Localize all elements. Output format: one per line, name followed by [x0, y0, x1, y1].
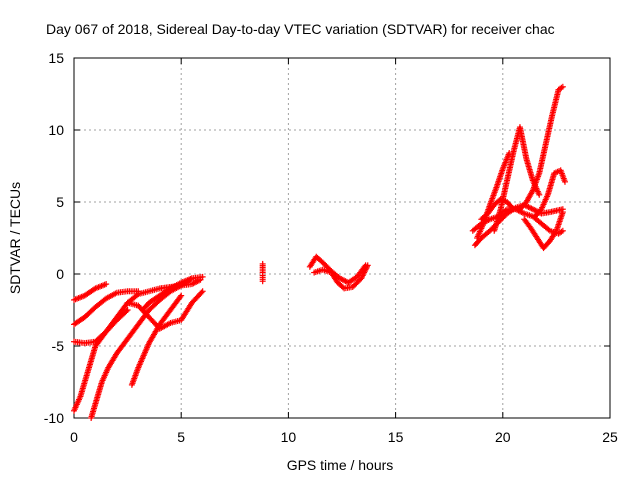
data-point [113, 288, 129, 296]
data-point [113, 301, 130, 321]
data-series-arc-11 [311, 262, 371, 292]
x-tick-label: 25 [602, 429, 618, 445]
data-point [81, 305, 98, 321]
data-point [523, 188, 536, 205]
data-series-arc-19 [478, 196, 517, 223]
data-series-arc-1 [71, 281, 110, 303]
data-series-arc-6 [128, 292, 185, 388]
data-point [553, 210, 566, 234]
x-tick-label: 5 [177, 429, 185, 445]
data-point [92, 380, 105, 407]
data-point [559, 227, 566, 234]
x-tick-label: 10 [281, 429, 297, 445]
data-point [167, 293, 184, 313]
data-point [497, 196, 509, 205]
x-tick-label: 0 [70, 429, 78, 445]
data-point [81, 286, 98, 299]
data-point [523, 155, 536, 182]
data-point [493, 167, 506, 191]
x-tick-label: 15 [388, 429, 404, 445]
y-axis-label: SDTVAR / TECUs [7, 182, 23, 294]
data-point [71, 293, 87, 303]
y-tick-label: 5 [56, 194, 64, 210]
data-series-arc-8 [139, 273, 206, 313]
y-tick-label: 15 [48, 50, 64, 66]
data-series-arc-9 [259, 260, 266, 285]
data-point [128, 366, 141, 388]
data-point [92, 281, 108, 292]
data-point [474, 222, 486, 241]
data-point [146, 285, 161, 295]
data-point [178, 275, 194, 286]
data-point [199, 273, 206, 280]
data-point [484, 203, 497, 217]
data-point [156, 286, 173, 299]
data-series-arc-15 [491, 124, 543, 234]
data-series-arc-2 [71, 288, 142, 328]
data-points [71, 83, 568, 421]
data-point [124, 307, 131, 313]
data-point [538, 193, 551, 213]
data-point [336, 275, 351, 285]
data-point [510, 206, 517, 213]
data-point [311, 267, 324, 276]
y-tick-label: 0 [56, 266, 64, 282]
y-tick-label: -10 [44, 410, 64, 426]
axis-ticks: 0 5 10 15 20 25 -10 -5 0 5 10 15 [44, 50, 618, 445]
data-point [516, 200, 529, 213]
y-tick-label: 10 [48, 122, 64, 138]
data-point [364, 262, 371, 269]
grid-lines [74, 58, 610, 418]
data-point [199, 288, 206, 295]
data-point [88, 402, 98, 421]
data-point [504, 150, 517, 184]
data-point [86, 344, 98, 371]
data-point [71, 315, 87, 328]
x-axis-label: GPS time / hours [287, 457, 394, 473]
data-point [561, 178, 568, 185]
data-point [71, 395, 83, 414]
data-point [167, 280, 183, 292]
data-series-arc-18 [531, 167, 568, 220]
chart-title: Day 067 of 2018, Sidereal Day-to-day VTE… [46, 21, 555, 37]
x-tick-label: 20 [495, 429, 511, 445]
data-series-arc-4 [71, 276, 204, 414]
data-point [529, 213, 543, 226]
data-point [146, 293, 162, 306]
data-point [536, 143, 549, 177]
data-point [542, 114, 555, 148]
data-point [156, 320, 172, 332]
data-series-arc-16 [516, 83, 566, 213]
data-point [559, 209, 566, 216]
data-point [188, 277, 203, 288]
y-tick-label: -5 [52, 338, 65, 354]
data-point [319, 266, 333, 275]
data-point [358, 263, 371, 282]
data-point [527, 224, 540, 240]
data-point [516, 124, 530, 161]
data-point [559, 83, 566, 90]
data-point [178, 301, 195, 324]
data-point [544, 171, 557, 198]
data-point [146, 314, 162, 331]
data-point [113, 337, 130, 357]
data-point [103, 281, 110, 288]
data-point [536, 191, 543, 198]
data-point [124, 322, 141, 342]
data-point [77, 366, 92, 400]
data-point [549, 88, 562, 119]
data-point [103, 315, 119, 335]
data-point [188, 289, 205, 306]
data-point [135, 288, 151, 298]
data-series-arc-17 [521, 209, 566, 252]
plot-frame [73, 57, 611, 419]
data-point [529, 171, 542, 194]
data-point [259, 278, 266, 285]
data-point [178, 292, 185, 299]
data-point [103, 290, 119, 302]
data-point [135, 341, 152, 371]
